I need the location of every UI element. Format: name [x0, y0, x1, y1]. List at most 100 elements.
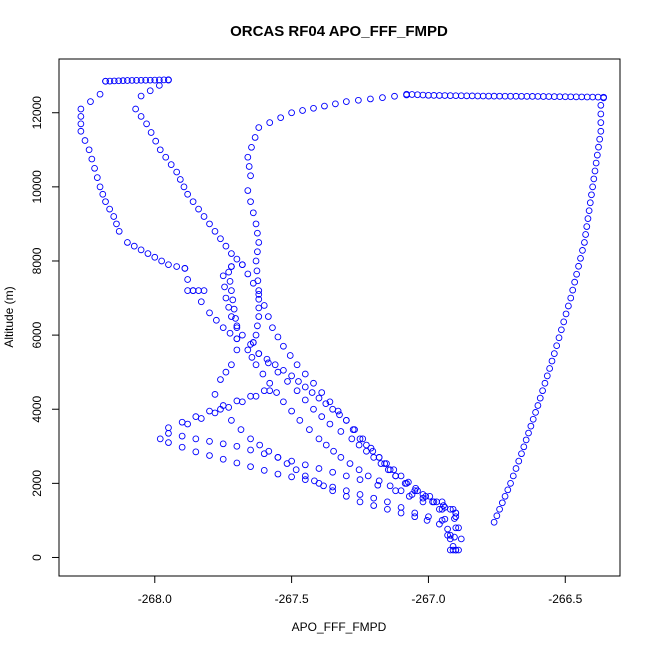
data-point	[284, 378, 291, 385]
data-point	[128, 77, 136, 84]
data-point	[308, 389, 316, 396]
data-point	[178, 418, 186, 426]
data-point	[386, 466, 394, 474]
data-point	[408, 91, 416, 98]
data-point	[147, 129, 155, 136]
data-point	[479, 92, 487, 100]
data-point	[310, 104, 317, 112]
data-point	[263, 355, 271, 363]
data-point	[578, 93, 586, 101]
data-point	[504, 486, 512, 494]
data-point	[280, 342, 287, 350]
data-point	[329, 405, 337, 413]
data-point	[426, 492, 434, 500]
data-point	[403, 480, 410, 487]
data-point	[364, 472, 372, 480]
data-point	[558, 326, 565, 334]
data-point	[77, 120, 85, 128]
data-point	[249, 279, 257, 287]
data-point	[588, 191, 595, 199]
data-point	[441, 92, 449, 99]
data-point	[386, 482, 394, 490]
data-point	[146, 76, 154, 84]
data-point	[334, 407, 342, 415]
data-point	[374, 481, 382, 489]
data-point	[225, 404, 233, 411]
data-point	[142, 76, 150, 84]
data-point	[375, 477, 383, 485]
data-point	[260, 387, 268, 395]
data-point	[397, 487, 405, 495]
x-axis-label: APO_FFF_FMPD	[292, 620, 387, 634]
data-point	[176, 176, 184, 183]
data-point	[370, 502, 378, 509]
y-axis: 0 2000 4000 6000 8000 10000 12000	[30, 96, 60, 561]
data-point	[228, 416, 235, 424]
data-point	[252, 361, 260, 369]
data-point	[534, 402, 542, 409]
data-point	[133, 77, 140, 84]
data-point	[254, 248, 261, 256]
data-point	[390, 466, 398, 474]
data-point	[233, 397, 241, 405]
data-point	[115, 77, 123, 85]
data-point	[512, 465, 520, 472]
data-point	[550, 93, 558, 100]
data-point	[219, 455, 227, 463]
data-point	[244, 270, 252, 278]
data-point	[384, 505, 391, 513]
data-point	[247, 392, 254, 400]
data-point	[529, 93, 536, 100]
data-point	[274, 333, 282, 341]
data-point	[397, 509, 405, 517]
data-point	[518, 92, 525, 100]
data-point	[419, 494, 427, 502]
data-point	[217, 376, 224, 383]
data-point	[582, 231, 589, 238]
data-point	[165, 429, 172, 437]
data-point	[342, 98, 350, 105]
data-point	[226, 278, 234, 285]
data-point	[173, 263, 181, 270]
data-point	[356, 476, 364, 483]
data-point	[233, 322, 241, 330]
data-point	[225, 268, 233, 276]
data-point	[594, 93, 602, 101]
data-point	[337, 428, 345, 435]
data-point	[110, 77, 118, 85]
data-point	[411, 509, 419, 517]
data-point	[301, 370, 309, 378]
data-point	[573, 270, 580, 278]
data-point	[496, 505, 503, 513]
data-point	[463, 92, 471, 100]
data-point	[181, 265, 189, 272]
data-point	[292, 466, 300, 474]
data-point	[446, 531, 454, 539]
data-point	[96, 183, 104, 191]
data-point	[252, 220, 260, 228]
data-point	[165, 261, 172, 269]
chart-title: ORCAS RF04 APO_FFF_FMPD	[230, 23, 448, 40]
data-point	[546, 365, 553, 372]
data-point	[536, 394, 544, 402]
data-point	[151, 76, 159, 84]
data-point	[158, 257, 165, 265]
data-point	[245, 163, 253, 170]
data-point	[592, 159, 600, 167]
data-point	[232, 315, 239, 322]
data-point	[167, 161, 175, 168]
data-point	[255, 304, 263, 312]
data-point	[206, 309, 213, 317]
data-point	[356, 435, 364, 443]
data-point	[363, 447, 370, 455]
data-point	[247, 446, 254, 454]
data-point	[412, 484, 420, 492]
data-point	[192, 435, 200, 443]
data-point	[252, 392, 260, 400]
x-axis: -268.0 -267.5 -267.0 -266.5	[138, 575, 583, 606]
plot-frame	[58, 58, 621, 577]
data-point	[438, 498, 446, 506]
data-point	[233, 459, 241, 467]
data-point	[233, 442, 241, 450]
data-point	[255, 295, 263, 303]
